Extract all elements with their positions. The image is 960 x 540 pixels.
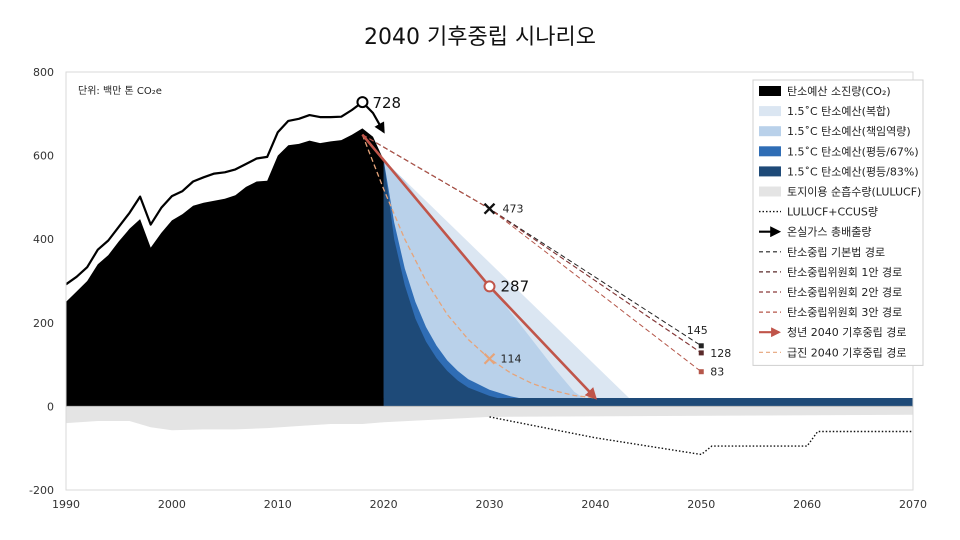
y-tick-label: 600 [33, 150, 54, 163]
legend-item: 탄소중립 기본법 경로 [759, 246, 885, 259]
legend-label: 탄소중립위원회 3안 경로 [787, 306, 902, 319]
x-tick-label: 2070 [899, 498, 927, 511]
annotation-label-83: 83 [710, 366, 724, 379]
y-tick-label: 400 [33, 233, 54, 246]
legend-label: 1.5˚C 탄소예산(복합) [787, 105, 890, 118]
net-floor-band [383, 398, 914, 407]
legend-item: 청년 2040 기후중립 경로 [759, 326, 906, 339]
legend-label: 1.5˚C 탄소예산(평등/67%) [787, 145, 919, 158]
legend-item: 1.5˚C 탄소예산(평등/83%) [759, 165, 919, 178]
y-tick-label: 200 [33, 317, 54, 330]
legend-item: 탄소중립위원회 3안 경로 [759, 306, 902, 319]
legend-item: 급진 2040 기후중립 경로 [759, 346, 906, 359]
unit-note: 단위: 백만 톤 CO₂e [78, 84, 162, 97]
legend-item: 토지이용 순흡수량(LULUCF) [759, 185, 921, 199]
legend-label: 청년 2040 기후중립 경로 [787, 326, 906, 339]
legend-label: 토지이용 순흡수량(LULUCF) [787, 185, 921, 199]
lulucf-ccus-line [489, 416, 913, 456]
x-tick-label: 2050 [687, 498, 715, 511]
legend-label: 온실가스 총배출량 [787, 226, 871, 239]
x-tick-label: 2000 [158, 498, 186, 511]
annotation-label-145: 145 [687, 324, 708, 337]
legend-label: 탄소중립 기본법 경로 [787, 246, 885, 259]
legend-label: 탄소중립위원회 2안 경로 [787, 286, 902, 299]
legend-item: 탄소중립위원회 2안 경로 [759, 286, 902, 299]
y-tick-label: 800 [33, 66, 54, 79]
marker-473 [483, 202, 496, 215]
legend-label: 탄소예산 소진량(CO₂) [787, 85, 891, 98]
annotation-label-114: 114 [501, 353, 522, 366]
legend-item: 1.5˚C 탄소예산(평등/67%) [759, 145, 919, 158]
budget-used-area [66, 128, 384, 407]
x-tick-label: 2010 [264, 498, 292, 511]
marker-114 [483, 352, 496, 365]
legend-swatch [759, 106, 781, 117]
annotation-label-728: 728 [372, 94, 401, 112]
legend-label: LULUCF+CCUS량 [787, 206, 878, 219]
marker-145 [698, 343, 704, 349]
marker-287 [483, 280, 496, 293]
y-tick-label: 0 [47, 400, 54, 413]
axes: 1990 2000 2010 2020 2030 2040 2050 2060 2070-200… [29, 66, 927, 511]
legend: 탄소예산 소진량(CO₂) 1.5˚C 탄소예산(복합) 1.5˚C 탄소예산(책임… [752, 79, 924, 366]
x-tick-label: 2030 [476, 498, 504, 511]
gross-emissions-line [65, 101, 385, 286]
legend-item: 1.5˚C 탄소예산(복합) [759, 105, 890, 118]
legend-label: 탄소중립위원회 1안 경로 [787, 266, 902, 279]
legend-swatch [759, 166, 781, 177]
marker-728 [356, 96, 369, 109]
legend-label: 급진 2040 기후중립 경로 [787, 346, 906, 359]
legend-item: 탄소예산 소진량(CO₂) [759, 85, 891, 98]
marker-83 [698, 369, 704, 375]
budget-equal67-area [383, 159, 575, 407]
budget-responsibility-area [383, 159, 596, 407]
legend-item: 탄소중립위원회 1안 경로 [759, 266, 902, 279]
legend-item: 1.5˚C 탄소예산(책임역량) [759, 125, 911, 138]
chart-title: 2040 기후중립 시나리오 [364, 25, 596, 50]
marker-128 [698, 350, 704, 356]
legend-swatch [759, 146, 781, 157]
legend-swatch [759, 186, 781, 197]
legend-item: LULUCF+CCUS량 [759, 206, 878, 219]
x-tick-label: 2060 [793, 498, 821, 511]
x-tick-label: 2020 [370, 498, 398, 511]
lulucf-area [66, 406, 913, 431]
x-tick-label: 2040 [581, 498, 609, 511]
legend-swatch [759, 86, 781, 96]
budget-equal83-area [383, 159, 553, 407]
legend-label: 1.5˚C 탄소예산(책임역량) [787, 125, 911, 138]
legend-label: 1.5˚C 탄소예산(평등/83%) [787, 165, 919, 178]
annotation-label-473: 473 [503, 203, 524, 216]
x-tick-label: 1990 [52, 498, 80, 511]
legend-box [752, 79, 924, 366]
annotation-label-128: 128 [710, 347, 731, 360]
legend-item: 온실가스 총배출량 [759, 226, 871, 239]
annotation-label-287: 287 [501, 277, 530, 295]
y-tick-label: -200 [29, 484, 54, 497]
legend-swatch [759, 126, 781, 137]
